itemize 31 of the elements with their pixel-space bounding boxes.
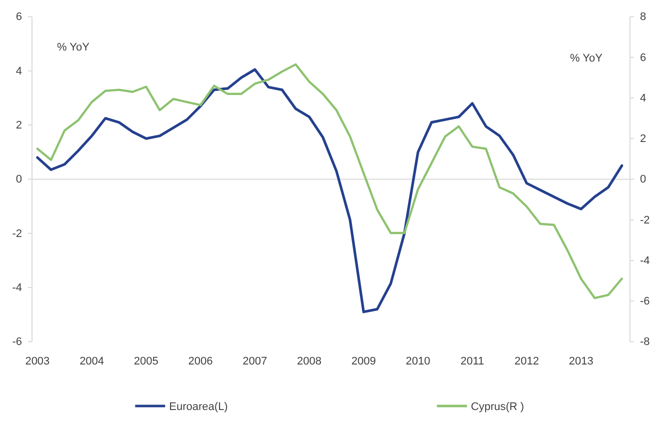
y-tick-label: -2 — [12, 228, 22, 240]
x-tick-label: 2006 — [188, 356, 213, 368]
x-tick-label: 2008 — [297, 356, 322, 368]
x-tick-label: 2009 — [351, 356, 376, 368]
y2-tick-label: -4 — [640, 254, 650, 267]
x-tick-label: 2011 — [460, 356, 484, 368]
x-tick-label: 2010 — [406, 356, 430, 368]
y-tick-label: 6 — [16, 11, 22, 24]
y2-tick-label: 6 — [640, 52, 646, 64]
y2-tick-label: 8 — [640, 11, 646, 24]
y-axis-title: % YoY — [57, 42, 90, 54]
y2-axis-title: % YoY — [570, 52, 604, 65]
x-tick-label: 2005 — [134, 356, 158, 368]
y-tick-label: -6 — [12, 336, 22, 348]
y-tick-label: 4 — [16, 65, 22, 78]
x-tick-label: 2013 — [568, 356, 594, 368]
y2-tick-label: -8 — [640, 336, 650, 348]
y2-tick-label: -2 — [640, 214, 650, 226]
x-tick-label: 2004 — [80, 356, 104, 368]
legend-label: Cyprus(R ) — [470, 401, 524, 413]
x-tick-label: 2003 — [25, 356, 50, 368]
legend-label: Euroarea(L) — [169, 401, 228, 413]
y-tick-label: -4 — [12, 282, 22, 294]
y-tick-label: 0 — [16, 174, 22, 186]
x-tick-label: 2007 — [242, 356, 268, 368]
y-tick-label: 2 — [16, 120, 22, 132]
y2-tick-label: 4 — [640, 92, 646, 104]
y2-tick-label: 0 — [640, 174, 646, 186]
y2-tick-label: 2 — [640, 133, 646, 146]
y2-tick-label: -6 — [640, 296, 650, 308]
x-tick-label: 2012 — [514, 356, 539, 368]
